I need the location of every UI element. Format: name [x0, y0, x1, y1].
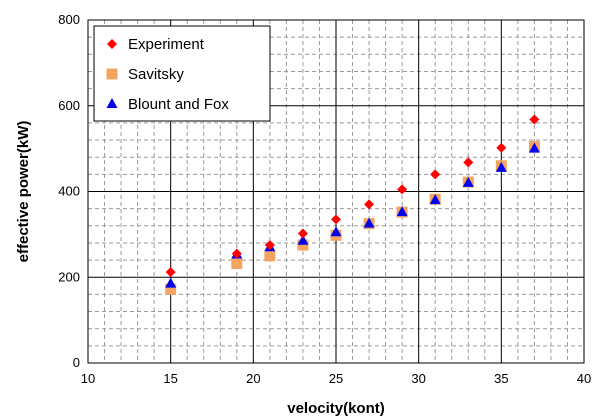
data-point-diamond	[165, 267, 176, 278]
legend-label: Blount and Fox	[128, 96, 229, 113]
data-point-diamond	[529, 114, 540, 125]
y-tick-label: 800	[58, 12, 80, 27]
data-point-diamond	[397, 184, 408, 195]
data-point-triangle	[495, 161, 507, 172]
data-point-diamond	[463, 157, 474, 168]
x-tick-label: 15	[163, 371, 177, 386]
data-point-diamond	[264, 240, 275, 251]
data-point-diamond	[496, 142, 507, 153]
x-tick-label: 20	[246, 371, 260, 386]
x-axis-tick-labels: 10 15 20 25 30 35 40	[81, 371, 591, 386]
legend-box	[93, 25, 271, 122]
legend-marker-triangle	[106, 98, 118, 108]
data-point-diamond	[364, 199, 375, 210]
data-point-diamond	[231, 248, 242, 259]
data-point-triangle	[297, 234, 309, 245]
y-axis-tick-labels: 0 200 400 600 800	[58, 12, 80, 370]
y-tick-label: 0	[73, 355, 80, 370]
data-point-triangle	[528, 142, 540, 153]
x-axis-title: velocity(kont)	[287, 400, 385, 417]
series-diamond	[165, 114, 540, 278]
y-axis-title: effective power(kW)	[15, 121, 32, 263]
data-point-square	[264, 250, 276, 262]
x-tick-label: 25	[329, 371, 343, 386]
data-point-triangle	[429, 194, 441, 205]
data-point-triangle	[462, 176, 474, 187]
legend-label: Experiment	[128, 36, 205, 53]
y-tick-label: 400	[58, 184, 80, 199]
data-point-diamond	[331, 214, 341, 225]
data-point-triangle	[165, 277, 177, 288]
legend: Experiment Savitsky Blount and Fox	[93, 25, 271, 122]
legend-label: Savitsky	[128, 66, 184, 83]
data-point-triangle	[363, 217, 375, 228]
legend-marker-diamond	[107, 39, 117, 49]
data-points	[165, 114, 540, 295]
x-tick-label: 10	[81, 371, 95, 386]
legend-marker-square	[106, 68, 118, 80]
data-point-square	[297, 239, 309, 251]
data-point-triangle	[330, 226, 342, 237]
data-point-square	[231, 258, 243, 270]
data-point-square	[165, 283, 177, 295]
x-tick-label: 30	[411, 371, 425, 386]
y-tick-label: 600	[58, 98, 80, 113]
x-tick-label: 40	[577, 371, 591, 386]
x-tick-label: 35	[494, 371, 508, 386]
plot-area-frame	[87, 19, 585, 364]
data-point-diamond	[297, 228, 308, 239]
data-point-diamond	[430, 169, 441, 180]
y-tick-label: 200	[58, 269, 80, 284]
data-point-triangle	[396, 206, 408, 217]
